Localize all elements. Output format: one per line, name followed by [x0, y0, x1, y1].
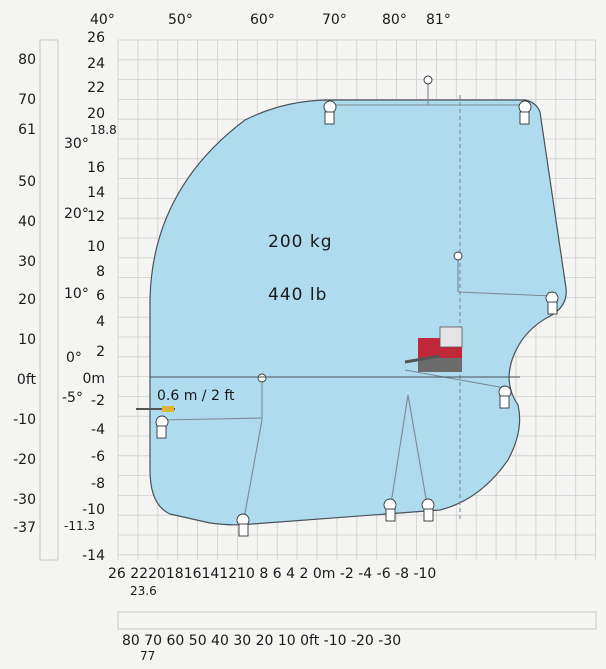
x-axis-ft-labels: 80 70 60 50 40 30 20 10 0ft -10 -20 -30: [122, 633, 401, 649]
y-tick-m: -2: [91, 393, 105, 409]
svg-text:-5°: -5°: [62, 390, 83, 406]
y-tick-ft: 0ft: [17, 372, 37, 388]
y-tick-ft: 20: [18, 292, 36, 308]
platform-icon: [323, 100, 337, 125]
y-tick-m: 6: [96, 288, 105, 304]
svg-text:50°: 50°: [168, 12, 193, 28]
platform-icon: [518, 100, 532, 125]
capacity-lb-label: 440 lb: [268, 285, 327, 305]
side-angle-labels: 30° 20° 10° 0° -5°: [62, 136, 89, 406]
top-angle-labels: 40° 50° 60° 70° 80° 81°: [90, 12, 451, 28]
y-tick-m: 2: [96, 344, 105, 360]
y-tick-m: -10: [82, 502, 105, 518]
y-tick-m: 16: [87, 160, 105, 176]
y-axis-m-ticks: 26 24 22 20 16 14 12 10 8 6 4 2 0m -2 -4 -6 -8 -10 -14: [82, 30, 105, 564]
platform-markers: [155, 75, 559, 537]
y-tick-ft: 30: [18, 254, 36, 270]
offset-label: 0.6 m / 2 ft: [157, 388, 235, 404]
y-tick-m: 8: [96, 264, 105, 280]
platform-icon: [383, 498, 397, 522]
x-axis-ft-box: [117, 611, 597, 630]
y-extra-18-8: 18.8: [90, 123, 117, 137]
x-extra-77: 77: [140, 649, 155, 663]
offset-marker: [136, 406, 175, 412]
platform-icon: [155, 415, 169, 439]
y-tick-ft: 10: [18, 332, 36, 348]
y-tick-m: 4: [96, 314, 105, 330]
svg-text:60°: 60°: [250, 12, 275, 28]
y-tick-ft: -30: [13, 492, 36, 508]
svg-text:80°: 80°: [382, 12, 407, 28]
platform-icon: [236, 513, 250, 537]
y-tick-m: 20: [87, 106, 105, 122]
y-tick-m: 0m: [82, 371, 105, 387]
y-tick-m: 22: [87, 80, 105, 96]
y-tick-m: -8: [91, 476, 105, 492]
x-axis-m-labels: 26 22201816141210 8 6 4 2 0m -2 -4 -6 -8…: [108, 566, 436, 582]
y-tick-ft: 70: [18, 92, 36, 108]
y-tick-ft: 61: [18, 122, 36, 138]
y-tick-m: 24: [87, 56, 105, 72]
x-extra-23-6: 23.6: [130, 584, 157, 598]
y-tick-ft: 40: [18, 214, 36, 230]
ft-axis-column: [39, 39, 59, 561]
platform-icon: [498, 385, 512, 409]
y-tick-m: -4: [91, 422, 105, 438]
y-tick-ft: -37: [13, 520, 36, 536]
svg-text:30°: 30°: [64, 136, 89, 152]
machine-silhouette: [404, 326, 463, 372]
platform-icon: [545, 291, 559, 315]
svg-text:70°: 70°: [322, 12, 347, 28]
y-axis-ft-ticks: 80 70 61 50 40 30 20 10 0ft -10 -20 -30 -37: [13, 52, 36, 536]
y-tick-ft: 50: [18, 174, 36, 190]
svg-text:10°: 10°: [64, 286, 89, 302]
svg-text:0°: 0°: [66, 350, 82, 366]
svg-text:20°: 20°: [64, 206, 89, 222]
working-envelope: [149, 99, 567, 526]
y-tick-ft: 80: [18, 52, 36, 68]
y-tick-m: -6: [91, 449, 105, 465]
y-tick-m: -14: [82, 548, 105, 564]
platform-icon: [421, 498, 435, 522]
svg-text:81°: 81°: [426, 12, 451, 28]
y-tick-ft: -10: [13, 412, 36, 428]
y-tick-m: 12: [87, 209, 105, 225]
y-extra-11-3: -11.3: [64, 519, 95, 533]
y-tick-ft: -20: [13, 452, 36, 468]
y-tick-m: 26: [87, 30, 105, 46]
reach-lines: [161, 84, 553, 525]
svg-text:40°: 40°: [90, 12, 115, 28]
y-tick-m: 10: [87, 239, 105, 255]
capacity-kg-label: 200 kg: [268, 232, 333, 252]
y-tick-m: 14: [87, 185, 105, 201]
